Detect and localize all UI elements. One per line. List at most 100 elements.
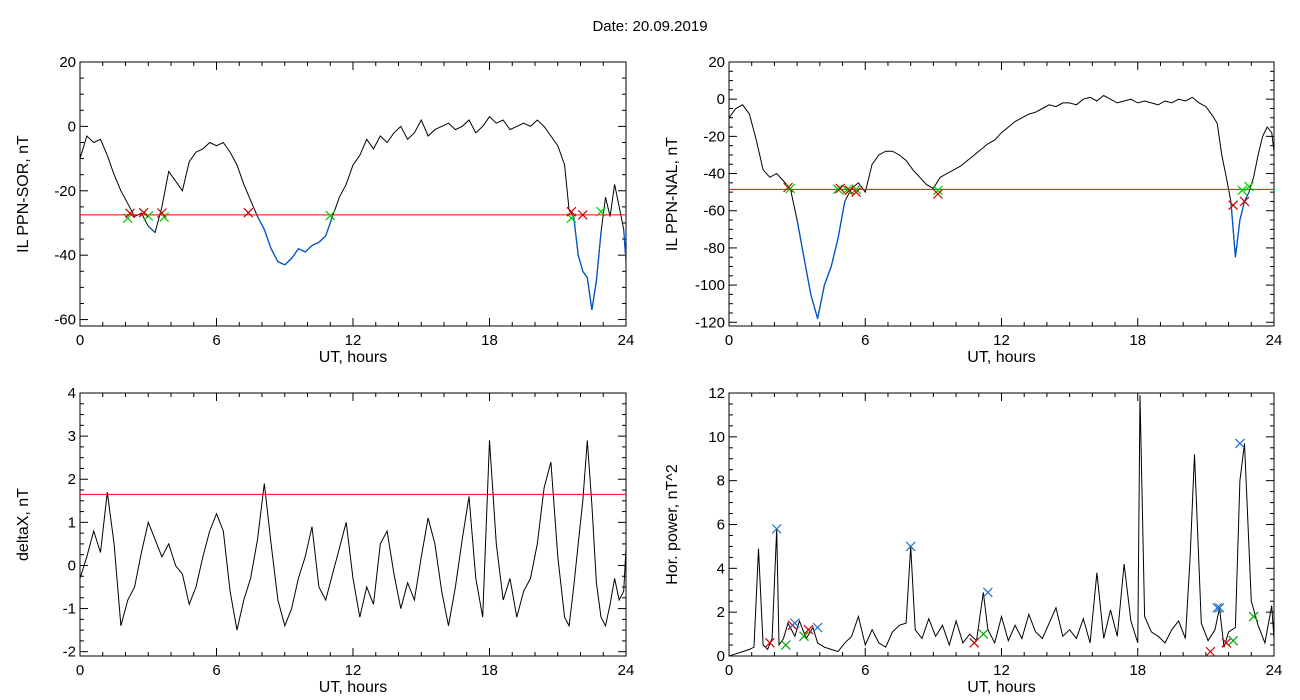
- peak-marker: [812, 622, 823, 633]
- chart-title: Date: 20.09.2019: [592, 18, 708, 35]
- panel-il-ppn-nal: 0 6 12 18 24 -120 -100 -80 -60 -40 -20 0 20 UT, hours…: [664, 54, 1282, 366]
- x-tick-label: 12: [993, 662, 1010, 679]
- start-marker: [596, 206, 606, 217]
- y-tick-label: -1: [63, 601, 76, 618]
- end-marker: [835, 183, 846, 194]
- below-threshold-segment: [1230, 191, 1250, 258]
- x-tick-label: 6: [212, 662, 220, 679]
- plot-frame: [79, 61, 627, 327]
- x-tick-label: 18: [481, 662, 498, 679]
- x-tick-label: 24: [1266, 662, 1283, 679]
- end-marker: [780, 640, 791, 650]
- start-marker: [325, 210, 336, 221]
- below-threshold-segment: [623, 229, 626, 262]
- peak-marker: [771, 523, 782, 534]
- start-marker: [932, 185, 943, 196]
- y-tick-label: 2: [717, 604, 725, 621]
- peak-marker: [1212, 602, 1223, 613]
- x-tick-label: 0: [76, 662, 84, 679]
- start-marker: [785, 183, 796, 194]
- y-tick-label: 6: [717, 517, 725, 534]
- x-tick-label: 24: [1266, 332, 1283, 349]
- series-line: [80, 440, 626, 631]
- y-tick-label: -80: [703, 240, 725, 257]
- plot-frame: [79, 392, 627, 657]
- y-tick-label: -120: [695, 314, 725, 331]
- peak-marker: [1214, 602, 1225, 613]
- x-axis-label: UT, hours: [319, 679, 387, 696]
- y-tick-label: 0: [717, 91, 725, 108]
- y-tick-label: -2: [63, 644, 76, 661]
- x-tick-label: 12: [345, 332, 362, 349]
- series-line: [729, 94, 1274, 319]
- y-tick-label: -40: [54, 247, 76, 264]
- x-tick-label: 12: [993, 332, 1010, 349]
- peak-marker: [1235, 438, 1245, 449]
- x-tick-label: 6: [212, 332, 220, 349]
- peak-marker: [982, 587, 993, 598]
- y-tick-label: 8: [717, 473, 725, 490]
- y-axis-label: Hor. power, nT^2: [664, 464, 681, 585]
- end-marker: [156, 208, 167, 218]
- end-marker: [1228, 200, 1239, 211]
- y-axis-label: IL PPN-SOR, nT: [15, 135, 32, 253]
- peak-marker: [905, 541, 916, 552]
- end-marker: [125, 208, 135, 219]
- x-axis-label: UT, hours: [319, 349, 387, 366]
- y-tick-label: 0: [717, 648, 725, 665]
- y-tick-label: -60: [703, 203, 725, 220]
- below-threshold-segment: [256, 216, 334, 266]
- y-axis-label: deltaX, nT: [15, 488, 32, 561]
- y-tick-label: 0: [68, 118, 76, 135]
- end-marker: [783, 182, 793, 193]
- y-tick-label: -100: [695, 277, 725, 294]
- start-marker: [1237, 185, 1248, 196]
- x-tick-label: 18: [1129, 662, 1146, 679]
- plot-frame: [728, 61, 1275, 327]
- y-tick-label: 4: [68, 385, 76, 402]
- start-marker: [1244, 181, 1254, 192]
- y-tick-label: 12: [708, 385, 725, 402]
- y-axis-label: IL PPN-NAL, nT: [664, 137, 681, 251]
- start-marker: [833, 184, 843, 195]
- x-tick-label: 12: [345, 662, 362, 679]
- peak-marker: [789, 618, 800, 629]
- y-tick-label: 1: [68, 514, 76, 531]
- start-marker: [143, 210, 154, 221]
- y-tick-label: 0: [68, 557, 76, 574]
- x-tick-label: 18: [481, 332, 498, 349]
- below-threshold-segment: [147, 225, 156, 234]
- end-marker: [243, 207, 254, 218]
- panel-il-ppn-sor: 0 6 12 18 24 -60 -40 -20 0 20 UT, hours IL PPN-SOR,…: [15, 54, 634, 366]
- x-tick-label: 24: [618, 662, 635, 679]
- end-marker: [566, 206, 577, 217]
- y-tick-label: 20: [708, 54, 725, 71]
- end-marker: [1228, 635, 1239, 646]
- end-marker: [978, 629, 989, 640]
- below-threshold-segment: [573, 216, 602, 310]
- x-tick-label: 0: [725, 332, 733, 349]
- x-axis-label: UT, hours: [967, 679, 1035, 696]
- series-line: [80, 115, 626, 310]
- below-threshold-segment: [796, 201, 846, 319]
- y-tick-label: -40: [703, 166, 725, 183]
- start-marker: [969, 637, 980, 648]
- series-line: [729, 395, 1274, 656]
- y-tick-label: -60: [54, 312, 76, 329]
- end-marker: [1248, 611, 1259, 622]
- x-axis-label: UT, hours: [967, 349, 1035, 366]
- end-marker: [1239, 196, 1250, 207]
- y-tick-label: 4: [717, 560, 725, 577]
- end-marker: [799, 631, 809, 642]
- y-tick-label: 3: [68, 428, 76, 445]
- y-tick-label: 2: [68, 471, 76, 488]
- start-marker: [1205, 646, 1216, 657]
- x-tick-label: 6: [861, 332, 869, 349]
- end-marker: [577, 210, 588, 220]
- start-marker: [803, 624, 814, 635]
- y-tick-label: 20: [59, 54, 76, 71]
- x-tick-label: 24: [618, 332, 635, 349]
- end-marker: [932, 189, 943, 199]
